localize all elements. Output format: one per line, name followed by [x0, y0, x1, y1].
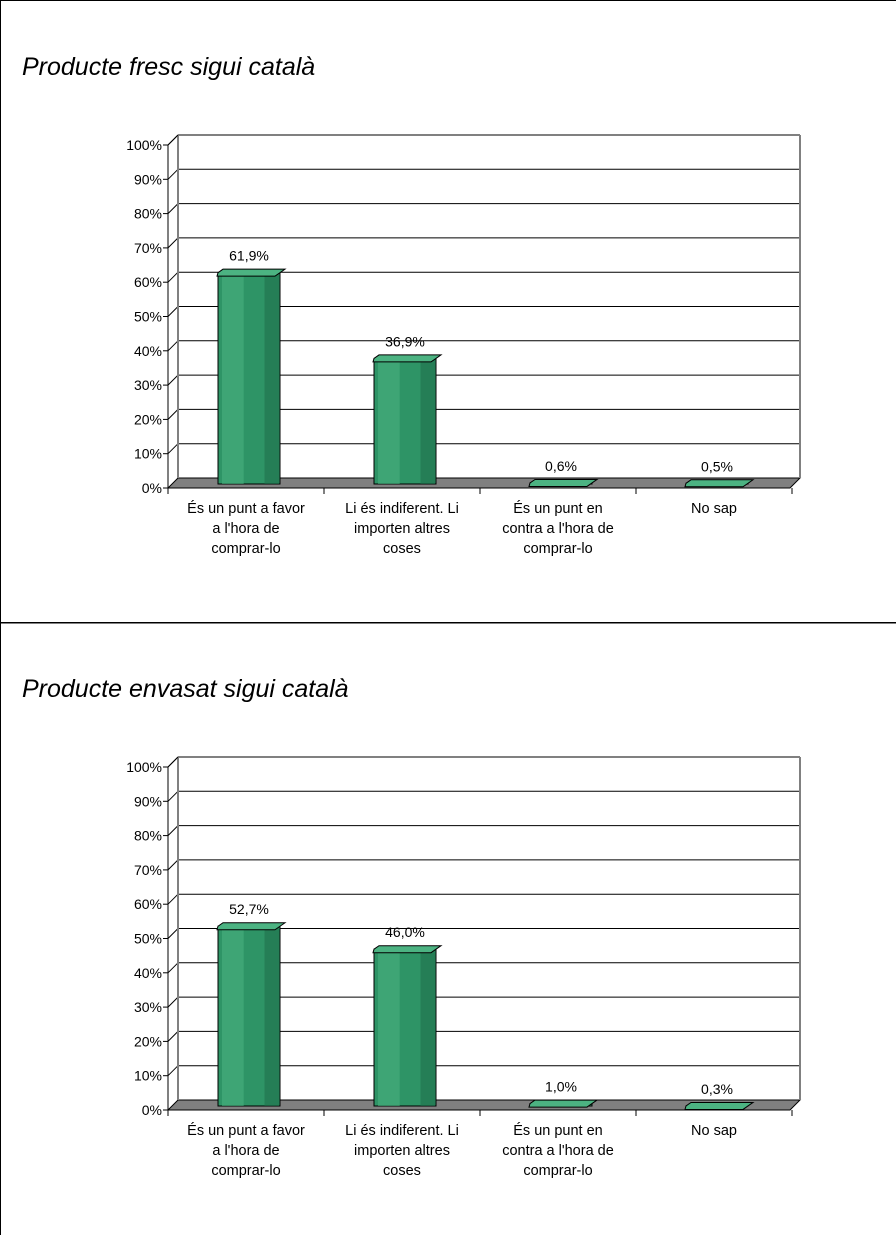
y-tick-label: 50%	[134, 931, 162, 947]
gridline-side	[167, 893, 179, 905]
gridline-side	[167, 825, 179, 836]
bar-top-cap	[372, 354, 443, 363]
y-tick-label: 0%	[142, 480, 162, 496]
data-label: 46,0%	[385, 924, 425, 940]
category-label: Li és indiferent. Li importen altres cos…	[345, 1123, 459, 1179]
gridline-side	[167, 443, 179, 455]
chart-title: Producte fresc sigui català	[22, 53, 316, 81]
gridline-side	[167, 790, 179, 802]
bar	[372, 945, 443, 1107]
bar	[216, 922, 287, 1107]
bar-shade	[420, 358, 435, 484]
bar	[528, 1099, 599, 1108]
gridline-side	[167, 306, 179, 317]
category-label: És un punt en contra a l'hora de comprar…	[502, 1123, 614, 1179]
category-label: És un punt en contra a l'hora de comprar…	[502, 501, 614, 557]
gridline-side	[167, 271, 179, 283]
y-tick-label: 80%	[134, 206, 162, 222]
bar	[216, 268, 287, 485]
data-label: 52,7%	[229, 901, 269, 917]
bar-highlight	[222, 926, 244, 1106]
bar-top-cap	[684, 479, 755, 488]
data-label: 1,0%	[545, 1079, 577, 1095]
gridline-side	[167, 237, 179, 249]
y-tick-label: 90%	[134, 171, 162, 187]
category-label: És un punt a favor a l'hora de comprar-l…	[187, 501, 305, 557]
gridline-side	[167, 374, 179, 386]
bar-highlight	[222, 272, 244, 484]
bar-chart-fresc: 0% 10% 20% 30% 40% 50% 60% 70% 80% 90% 100% 61,9% 36…	[126, 134, 802, 496]
gridline-side	[167, 409, 179, 420]
data-label: 0,3%	[701, 1081, 733, 1097]
bar-shade	[264, 926, 279, 1106]
bar-top-cap	[528, 1099, 599, 1108]
y-tick-label: 70%	[134, 240, 162, 256]
y-axis-top	[167, 134, 179, 146]
category-label: Li és indiferent. Li importen altres cos…	[345, 501, 459, 557]
data-label: 36,9%	[385, 333, 425, 349]
category-label: És un punt a favor a l'hora de comprar-l…	[187, 1123, 305, 1179]
y-tick-label: 60%	[134, 896, 162, 912]
y-tick-label: 90%	[134, 793, 162, 809]
gridline-side	[167, 996, 179, 1008]
bar-top-cap	[372, 945, 443, 954]
gridline-side	[167, 168, 179, 180]
y-tick-label: 70%	[134, 862, 162, 878]
y-tick-label: 10%	[134, 446, 162, 462]
gridline-side	[167, 1065, 179, 1077]
bar	[372, 354, 443, 485]
bar-highlight	[378, 949, 400, 1106]
y-tick-label: 20%	[134, 411, 162, 427]
y-tick-label: 100%	[126, 759, 162, 775]
chart-panel-fresc: Producte fresc sigui català 0% 10% 20% 30% 4…	[22, 53, 802, 557]
bar-shade	[264, 272, 279, 484]
y-tick-label: 10%	[134, 1068, 162, 1084]
gridline-side	[167, 203, 179, 214]
bar	[684, 1101, 755, 1110]
data-label: 61,9%	[229, 248, 269, 264]
category-label: No sap	[691, 1123, 737, 1139]
bar-chart-envasat: 0% 10% 20% 30% 40% 50% 60% 70% 80% 90% 100% 52,7% 46…	[126, 756, 802, 1118]
category-label: No sap	[691, 501, 737, 517]
bar	[528, 478, 599, 487]
y-tick-label: 0%	[142, 1102, 162, 1118]
bar	[684, 479, 755, 488]
y-axis-top	[167, 756, 179, 768]
y-tick-label: 50%	[134, 309, 162, 325]
chart-panel-envasat: Producte envasat sigui català 0% 10% 20% 30…	[0, 622, 896, 1235]
y-tick-label: 60%	[134, 274, 162, 290]
y-tick-label: 40%	[134, 343, 162, 359]
y-tick-label: 80%	[134, 828, 162, 844]
y-tick-label: 100%	[126, 137, 162, 153]
bar-shade	[420, 949, 435, 1106]
y-tick-label: 40%	[134, 965, 162, 981]
bar-top-cap	[528, 478, 599, 487]
data-label: 0,5%	[701, 458, 733, 474]
bar-top-cap	[216, 922, 287, 931]
bar-top-cap	[684, 1101, 755, 1110]
gridline-side	[167, 928, 179, 939]
y-tick-label: 30%	[134, 999, 162, 1015]
bar-top-cap	[216, 268, 287, 277]
chart-title: Producte envasat sigui català	[22, 675, 349, 703]
data-label: 0,6%	[545, 458, 577, 474]
gridline-side	[167, 1031, 179, 1042]
bar-highlight	[378, 358, 400, 484]
y-tick-label: 20%	[134, 1033, 162, 1049]
gridline-side	[167, 859, 179, 871]
gridline-side	[167, 340, 179, 352]
y-tick-label: 30%	[134, 377, 162, 393]
gridline-side	[167, 962, 179, 974]
